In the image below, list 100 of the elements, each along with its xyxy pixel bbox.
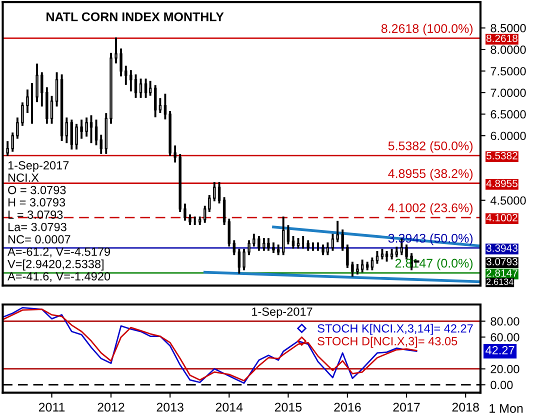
candlestick xyxy=(70,120,74,150)
y-tick-label: 6.5000 xyxy=(490,110,526,119)
candlestick xyxy=(208,195,211,212)
x-tick-label: 2018 xyxy=(452,402,479,412)
x-tick-label: 2011 xyxy=(38,402,65,412)
candlestick xyxy=(80,120,83,139)
candlestick xyxy=(139,78,142,98)
candlestick xyxy=(85,117,88,137)
candlestick xyxy=(50,96,54,124)
candlestick xyxy=(258,236,260,251)
candlestick xyxy=(75,124,78,150)
y-tick-label: 0.00 xyxy=(490,380,513,390)
y2-tick-label: 3.0793 xyxy=(486,258,518,266)
candlestick xyxy=(222,197,226,225)
x-tick-label: 2015 xyxy=(274,402,302,412)
candlestick xyxy=(248,240,250,256)
candlestick xyxy=(40,72,44,106)
ref-line-label: 8.2618 (100.0%) xyxy=(381,24,473,36)
candlestick xyxy=(16,117,19,139)
x-tick-label: 2013 xyxy=(156,402,184,412)
candlestick xyxy=(21,102,24,126)
candlestick xyxy=(114,37,118,64)
candlestick xyxy=(94,120,98,146)
candlestick xyxy=(336,220,339,242)
candlestick xyxy=(55,72,58,106)
x-tick-label: 2017 xyxy=(393,402,420,412)
y2-tick-label: 4.8955 xyxy=(486,180,518,188)
candlestick xyxy=(90,115,93,144)
candlestick xyxy=(158,98,162,113)
y2-tick-label: 2.6134 xyxy=(486,278,514,285)
y-tick-label: 7.0000 xyxy=(490,88,526,97)
candlestick xyxy=(238,248,241,274)
candlestick xyxy=(213,182,216,202)
text: 1 Mon xyxy=(490,404,523,413)
legend-label: STOCH D[NCI.X,3]= 43.05 xyxy=(318,336,458,348)
annotation: NC= 0.0007 xyxy=(8,235,70,244)
candlestick xyxy=(184,204,186,221)
y2-tick-label: 2.8147 xyxy=(486,269,518,277)
candlestick xyxy=(134,74,138,98)
candlestick xyxy=(351,262,354,277)
y2-tick-label: 4.1002 xyxy=(486,214,518,222)
candlestick xyxy=(292,236,295,249)
annotation: V=[2.9420,2.5338] xyxy=(8,260,104,271)
candlestick xyxy=(204,206,206,223)
candlestick xyxy=(228,218,231,247)
candlestick xyxy=(405,244,408,260)
annotation: La= 3.0793 xyxy=(8,222,66,232)
annotation: A=-61.2, V=-4.5179 xyxy=(8,247,110,258)
annotation: 1-Sep-2017 xyxy=(8,161,69,172)
candlestick xyxy=(11,132,14,152)
candlestick xyxy=(232,240,236,256)
candlestick xyxy=(100,134,102,154)
y-tick-label: 80.00 xyxy=(490,317,520,326)
candlestick xyxy=(120,48,122,76)
x-tick-label: 2014 xyxy=(216,402,243,412)
candlestick xyxy=(144,78,148,98)
candlestick xyxy=(346,244,349,268)
ref-line-label: 4.8955 (38.2%) xyxy=(388,168,473,180)
candlestick xyxy=(65,117,68,144)
text: NATL CORN INDEX MONTHLY xyxy=(46,12,224,22)
annotation: A=-41.6, V=-1.4920 xyxy=(8,272,110,282)
ref-line-label: 4.1002 (23.6%) xyxy=(388,203,473,215)
y-tick-label: 7.5000 xyxy=(490,67,526,76)
candlestick xyxy=(395,246,398,258)
candlestick xyxy=(164,94,167,120)
text: 42.27 xyxy=(486,346,514,354)
candlestick xyxy=(326,242,330,256)
candlestick xyxy=(124,66,128,85)
candlestick xyxy=(148,80,152,96)
y-tick-label: 20.00 xyxy=(490,364,520,374)
candlestick xyxy=(130,70,132,92)
candlestick xyxy=(376,251,379,264)
y-tick-label: 60.00 xyxy=(490,333,520,342)
y-tick-label: 6.0000 xyxy=(490,132,526,140)
candlestick xyxy=(6,141,9,156)
y-tick-label: 8.0000 xyxy=(490,46,526,54)
ref-line-label: 5.5382 (50.0%) xyxy=(388,141,473,153)
candlestick xyxy=(252,234,256,247)
candlestick xyxy=(282,216,285,256)
candlestick xyxy=(26,89,29,113)
annotation: 1-Sep-2017 xyxy=(252,307,312,318)
x-tick-label: 2012 xyxy=(98,402,124,412)
annotation: L = 3.0793 xyxy=(8,210,63,219)
candlestick xyxy=(174,145,176,162)
y2-tick-label: 3.3943 xyxy=(486,244,518,252)
annotation: H = 3.0793 xyxy=(8,198,66,207)
candlestick xyxy=(242,248,246,270)
legend-label: STOCH K[NCI.X,3,14]= 42.27 xyxy=(318,324,473,335)
annotation: O = 3.0793 xyxy=(8,186,66,194)
candlestick xyxy=(331,234,334,251)
y2-tick-label: 8.2618 xyxy=(486,34,518,42)
candlestick xyxy=(341,229,344,251)
candlestick xyxy=(370,257,374,270)
candlestick xyxy=(36,64,38,102)
y2-tick-label: 5.5382 xyxy=(486,152,518,160)
y-tick-label: 4.5000 xyxy=(490,196,526,205)
y-tick-label: 8.5000 xyxy=(490,24,526,32)
candlestick xyxy=(154,85,157,118)
candlestick xyxy=(218,182,221,204)
x-tick-label: 2016 xyxy=(334,402,361,412)
